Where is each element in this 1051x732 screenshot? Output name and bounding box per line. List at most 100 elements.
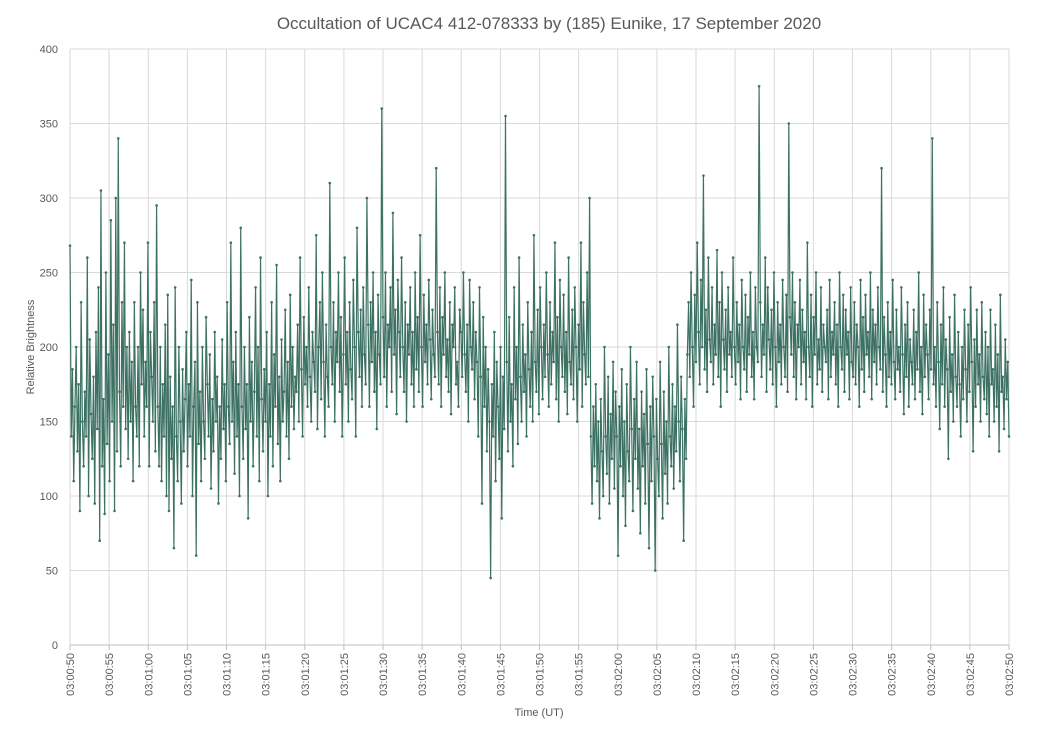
data-point [230,420,234,423]
data-point [417,390,421,394]
data-point [267,382,271,386]
data-point [521,323,525,326]
data-point [194,554,198,557]
data-point [248,315,251,319]
data-point [452,345,455,349]
data-point [77,382,80,386]
data-point [69,435,73,438]
data-point [350,397,354,401]
data-point [481,315,485,319]
data-point [963,308,966,312]
data-point [215,375,219,379]
data-point [260,397,264,401]
data-point [494,479,497,483]
data-point [578,368,582,371]
data-point [243,345,246,349]
data-point [354,435,358,438]
data-point [297,420,301,423]
data-point [288,293,292,297]
data-point [309,420,313,423]
data-point [590,502,594,505]
x-tick-label: 03:01:20 [300,653,312,696]
data-point [640,390,643,394]
data-point [665,420,668,423]
data-point [207,435,210,438]
data-point [615,435,619,438]
data-point [302,315,306,319]
data-point [618,405,621,408]
data-point [608,502,611,505]
data-point [802,360,805,364]
data-point [949,390,953,394]
data-point [364,382,367,386]
data-point [542,323,546,326]
data-point [953,293,956,297]
data-point [605,472,609,475]
data-point [136,345,140,349]
data-point [660,442,663,446]
data-point [908,338,912,341]
data-point [952,420,955,423]
data-point [327,405,330,408]
data-point [901,353,904,356]
data-point [642,412,646,416]
data-point [760,375,763,379]
data-point [186,464,189,468]
data-point [979,420,982,423]
data-point [463,353,466,356]
data-point [699,278,703,282]
data-point [276,442,280,446]
x-tick-label: 03:02:40 [926,653,938,696]
data-point [233,472,236,475]
data-point [421,405,424,408]
data-point [470,368,474,371]
data-point [604,435,607,438]
data-point [933,345,937,349]
data-point [187,382,191,386]
data-point [509,420,512,423]
data-point [540,345,543,349]
data-point [180,502,183,505]
data-point [453,286,457,289]
data-point [887,375,891,379]
data-point [285,435,288,438]
data-point [98,539,101,542]
data-point [825,308,829,312]
data-point [630,427,633,431]
data-point [879,368,882,371]
data-point [422,293,426,297]
data-point [651,375,654,379]
data-point [537,412,541,416]
data-point [556,315,559,319]
data-point [715,248,719,252]
data-point [386,323,390,326]
data-point [954,375,958,379]
data-point [103,512,106,516]
data-point [449,412,453,416]
data-point [900,286,903,289]
data-point [171,405,174,408]
data-point [797,345,800,349]
data-point [191,494,194,498]
data-point [347,420,350,423]
data-point [744,293,747,297]
data-point [570,308,574,312]
data-point [705,390,709,394]
data-point [105,442,109,446]
data-point [330,382,334,386]
data-point [661,517,664,520]
data-point [655,397,658,401]
data-point [902,412,906,416]
data-point [141,308,145,312]
data-point [369,301,372,304]
data-point [469,345,473,349]
data-point [541,397,544,401]
data-point [893,397,897,401]
data-point [157,464,161,468]
data-point [679,375,683,379]
data-point [483,405,486,408]
data-point [772,271,776,274]
data-point [574,345,578,349]
data-point [256,345,260,349]
data-point [473,397,476,401]
